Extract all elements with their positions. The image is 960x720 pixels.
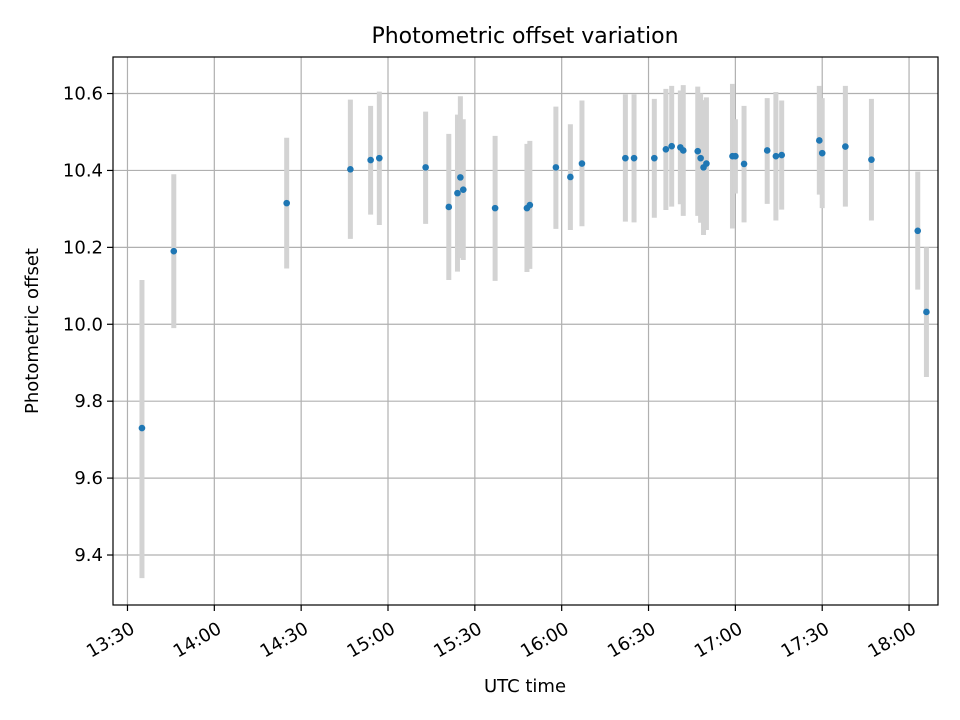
- x-axis-label: UTC time: [484, 676, 566, 697]
- data-point: [772, 152, 780, 160]
- data-point: [914, 227, 922, 235]
- data-point: [526, 201, 534, 209]
- data-point: [651, 154, 658, 162]
- data-point: [578, 160, 586, 167]
- data-point: [662, 145, 670, 153]
- data-point: [679, 147, 687, 154]
- data-point: [842, 143, 849, 150]
- data-point: [630, 154, 638, 162]
- data-point: [454, 189, 461, 197]
- data-point: [923, 308, 930, 316]
- y-tick-label: 10.2: [63, 237, 103, 258]
- data-point: [778, 151, 785, 159]
- data-point: [376, 154, 383, 162]
- data-point: [552, 164, 560, 171]
- data-point: [138, 424, 146, 432]
- y-tick-label: 9.8: [74, 391, 103, 412]
- data-point: [170, 247, 178, 255]
- points-layer: [138, 137, 930, 432]
- data-point: [763, 147, 771, 154]
- y-tick-label: 10.4: [63, 160, 103, 181]
- data-point: [457, 174, 464, 181]
- data-point: [445, 203, 453, 211]
- data-point: [818, 149, 826, 157]
- data-point: [740, 160, 748, 168]
- chart-title: Photometric offset variation: [371, 24, 678, 49]
- data-point: [459, 186, 467, 193]
- data-point: [694, 147, 702, 155]
- y-tick-label: 10.6: [63, 84, 103, 105]
- data-point: [283, 199, 290, 207]
- data-point: [668, 142, 675, 150]
- data-point: [422, 164, 429, 171]
- data-point: [697, 154, 704, 162]
- y-axis-label: Photometric offset: [22, 248, 43, 414]
- y-tick-label: 9.4: [74, 545, 103, 566]
- y-tick-label: 9.6: [74, 468, 103, 489]
- data-point: [868, 156, 875, 163]
- data-point: [622, 154, 629, 162]
- data-point: [567, 173, 574, 181]
- data-point: [703, 160, 710, 167]
- y-tick-label: 10.0: [63, 314, 103, 335]
- data-point: [367, 156, 374, 164]
- data-point: [491, 204, 499, 212]
- data-point: [816, 137, 823, 144]
- plot-frame: [112, 56, 939, 606]
- data-point: [347, 165, 354, 173]
- data-point: [732, 152, 739, 160]
